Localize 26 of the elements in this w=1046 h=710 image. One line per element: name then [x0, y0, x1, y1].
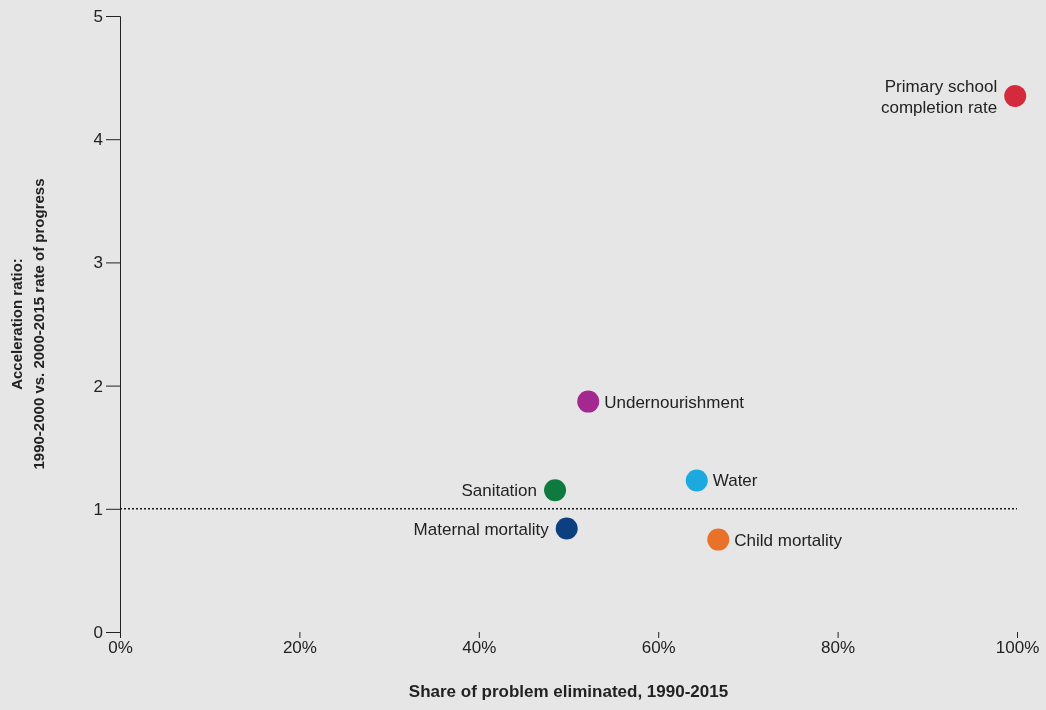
point: [685, 469, 708, 492]
point: [577, 390, 600, 413]
x-axis-title: Share of problem eliminated, 1990-2015: [408, 682, 729, 701]
series-label: Primary school completion rate: [880, 76, 998, 117]
series-label: Water: [712, 471, 758, 491]
y-tick-label: 2: [93, 376, 103, 396]
y-tick-label: 1: [93, 499, 103, 519]
y-tick-label: 5: [93, 6, 103, 26]
y-tick-label: 4: [93, 130, 103, 150]
x-tick-label: 80%: [821, 638, 856, 658]
point: [555, 517, 578, 540]
x-tick-label: 60%: [641, 638, 676, 658]
point: [707, 528, 730, 551]
point: [544, 479, 567, 502]
x-tick-label: 0%: [108, 638, 133, 658]
x-tick-label: 20%: [282, 638, 317, 658]
series-label: Child mortality: [734, 530, 843, 550]
point: [1004, 85, 1027, 108]
series-label: Undernourishment: [604, 392, 745, 412]
series-label: Maternal mortality: [413, 519, 550, 539]
series-label: Sanitation: [461, 481, 538, 501]
y-tick-label: 3: [93, 253, 103, 273]
x-tick-label: 40%: [462, 638, 497, 658]
y-axis-title: Acceleration ratio: 1990-2000 vs. 2000-2015 rate of progress: [8, 178, 47, 470]
x-tick-label: 100%: [995, 638, 1040, 658]
y-tick-label: 0: [93, 622, 103, 642]
